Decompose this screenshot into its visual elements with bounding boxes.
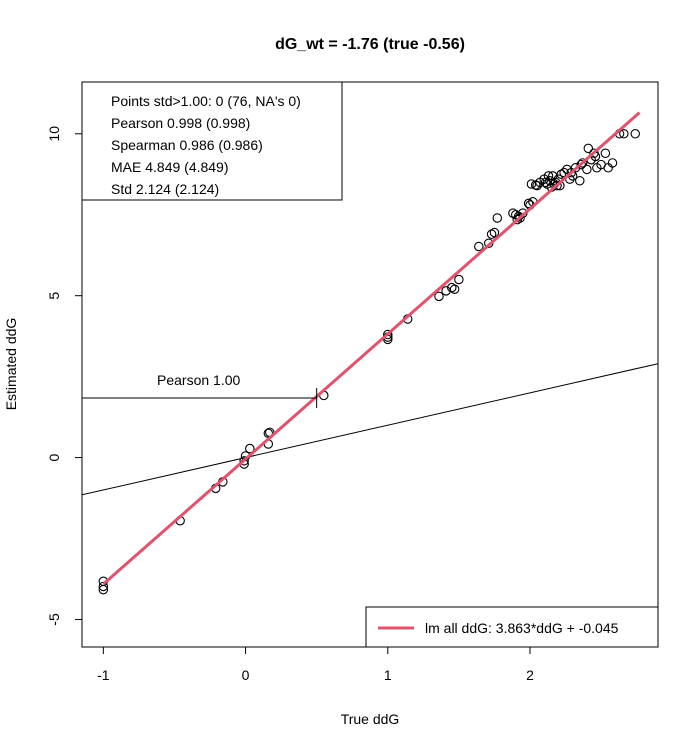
y-tick-label: 0 bbox=[46, 453, 62, 461]
y-axis-label: Estimated ddG bbox=[3, 318, 19, 411]
data-point bbox=[600, 148, 611, 158]
data-point bbox=[447, 282, 457, 293]
data-point bbox=[434, 291, 444, 302]
data-point bbox=[540, 177, 551, 188]
pearson-marker-label: Pearson 1.00 bbox=[157, 372, 240, 388]
x-axis-label: True ddG bbox=[341, 711, 400, 727]
data-point bbox=[383, 329, 393, 340]
stats-line-spearman: Spearman 0.986 (0.986) bbox=[111, 137, 263, 153]
data-point bbox=[532, 180, 542, 191]
y-axis: -5 0 5 10 bbox=[46, 126, 83, 626]
stats-line-pearson: Pearson 0.998 (0.998) bbox=[111, 115, 250, 131]
data-point bbox=[607, 158, 618, 168]
legend: lm all ddG: 3.863*ddG + -0.045 bbox=[365, 606, 659, 648]
chart-title: dG_wt = -1.76 (true -0.56) bbox=[275, 36, 465, 53]
data-point bbox=[98, 584, 109, 595]
data-point bbox=[559, 167, 569, 178]
data-point bbox=[619, 129, 629, 139]
data-point bbox=[515, 213, 525, 223]
reference-line bbox=[82, 363, 658, 496]
y-tick-label: 5 bbox=[46, 292, 62, 300]
data-point bbox=[239, 456, 249, 466]
data-point bbox=[474, 241, 484, 252]
data-point bbox=[454, 274, 464, 285]
data-point bbox=[630, 129, 640, 139]
stats-box: Points std>1.00: 0 (76, NA's 0) Pearson … bbox=[81, 81, 343, 201]
pearson-marker: Pearson 1.00 bbox=[82, 372, 318, 409]
x-tick-label: 0 bbox=[242, 667, 250, 683]
data-point bbox=[492, 213, 503, 223]
data-point bbox=[583, 143, 594, 154]
x-tick-label: -1 bbox=[97, 667, 110, 683]
data-point bbox=[582, 164, 592, 175]
data-point bbox=[575, 176, 585, 186]
data-point bbox=[577, 158, 588, 168]
stats-line-points: Points std>1.00: 0 (76, NA's 0) bbox=[111, 93, 301, 109]
data-point bbox=[523, 198, 534, 209]
data-point bbox=[566, 167, 576, 178]
x-tick-label: 2 bbox=[526, 667, 534, 683]
data-point bbox=[576, 159, 586, 170]
data-point bbox=[508, 208, 518, 218]
data-point bbox=[245, 443, 255, 454]
data-point bbox=[486, 229, 497, 239]
data-point bbox=[556, 169, 567, 180]
stats-line-std: Std 2.124 (2.124) bbox=[111, 181, 219, 197]
data-point bbox=[489, 227, 500, 238]
legend-label-fit: lm all ddG: 3.863*ddG + -0.045 bbox=[425, 620, 619, 636]
stats-box-frame bbox=[81, 81, 343, 201]
x-axis: -1 0 1 2 bbox=[97, 646, 534, 683]
stats-line-mae: MAE 4.849 (4.849) bbox=[111, 159, 229, 175]
y-tick-label: -5 bbox=[46, 613, 62, 626]
data-point bbox=[449, 284, 460, 294]
plot-lines bbox=[82, 111, 658, 586]
data-point bbox=[543, 171, 554, 181]
fit-line bbox=[102, 111, 641, 586]
y-tick-label: 10 bbox=[46, 126, 62, 142]
x-tick-label: 1 bbox=[384, 667, 392, 683]
